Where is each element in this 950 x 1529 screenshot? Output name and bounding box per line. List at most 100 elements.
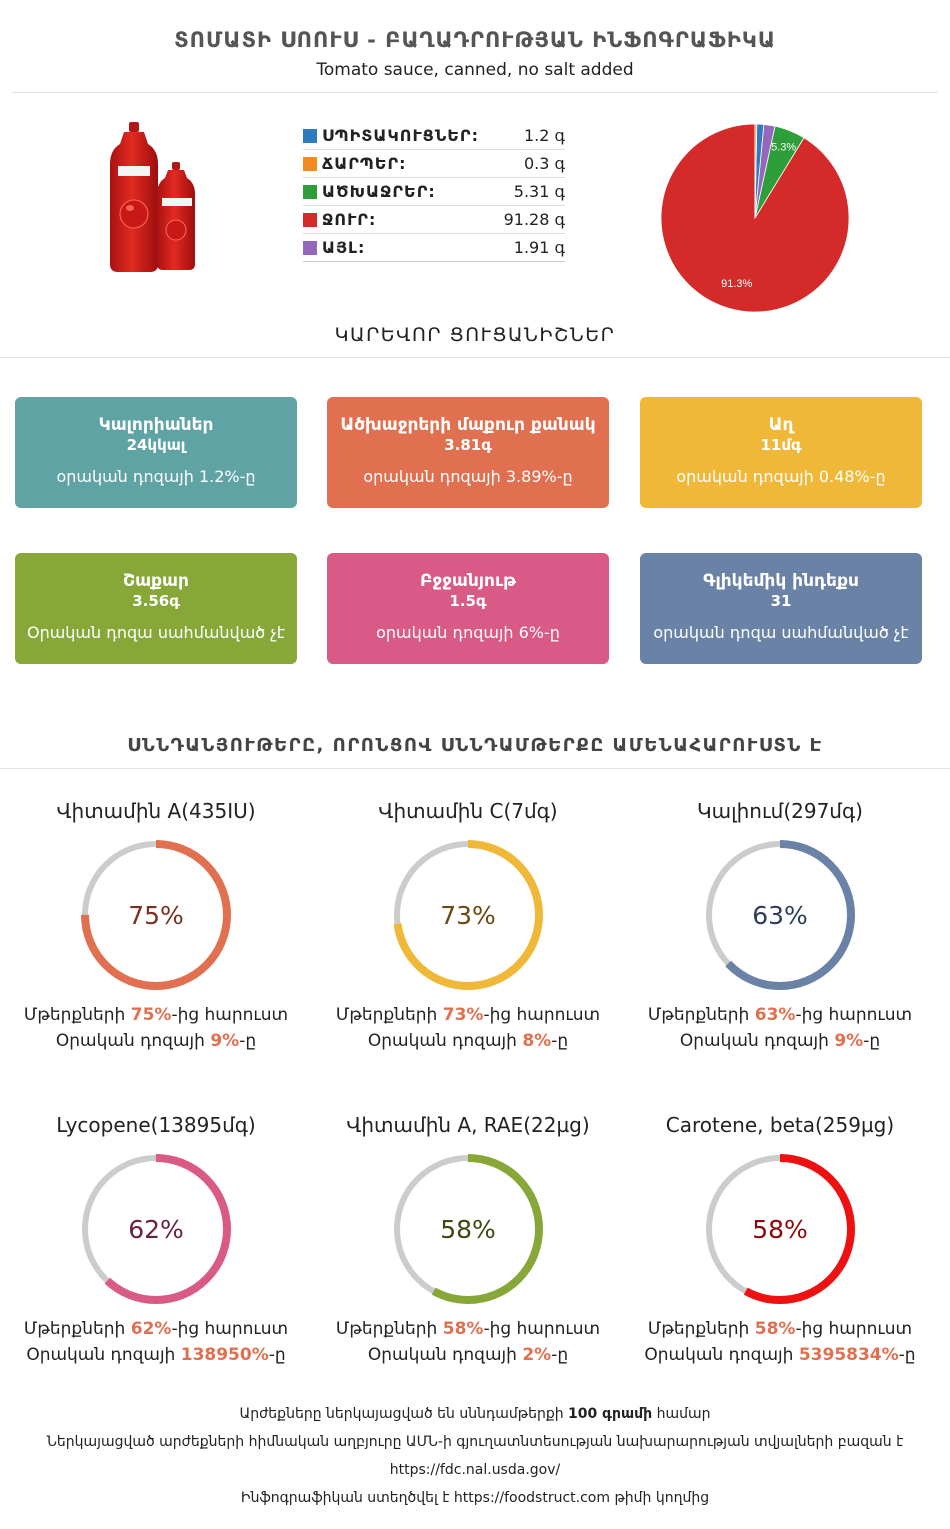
card-value: 11մգ bbox=[760, 436, 802, 454]
pie-slice bbox=[754, 123, 758, 219]
pie-slice-label: 91.3% bbox=[721, 278, 752, 290]
nutrient-item: Վիտամին A(435IU) 75% Մթերքների 75%-ից հարո… bbox=[0, 799, 312, 1051]
nutrients-title: ՍՆՆԴԱՆՅՈՒԹԵՐԸ, ՈՐՈՆՑՈՎ ՍՆՆԴԱՄԹԵՐՔԸ ԱՄԵՆԱ… bbox=[127, 735, 823, 756]
legend-swatch bbox=[303, 212, 317, 227]
richness-line: Մթերքների 62%-ից հարուստ bbox=[23, 1319, 289, 1339]
nutrient-name: Carotene, beta(259µg) bbox=[665, 1113, 895, 1137]
card-daily-percent: օրական դոզայի 3.89%-ը bbox=[363, 467, 573, 486]
nutrient-item: Lycopene(13895մգ) 62% Մթերքների 62%-ից հար… bbox=[0, 1113, 312, 1365]
card-value: 3.81գ bbox=[444, 436, 492, 454]
macro-value: 5.31 գ bbox=[513, 182, 565, 201]
ring-percent-label: 58% bbox=[752, 1215, 808, 1244]
macro-value: 91.28 գ bbox=[503, 210, 565, 229]
ring-progress bbox=[81, 1154, 231, 1304]
key-facts-title: ԿԱՐԵՎՈՐ ՑՈՒՑԱՆԻՇՆԵՐ bbox=[334, 324, 616, 346]
nutrient-item: Կալիում(297մգ) 63% Մթերքների 63%-ից հարուս… bbox=[624, 799, 936, 1051]
divider bbox=[0, 357, 950, 358]
card-title: Շաքար bbox=[123, 571, 189, 591]
key-fact-card: Ածխաջրերի մաքուր քանակ 3.81գ օրական դոզայի… bbox=[327, 397, 609, 508]
macro-row: ՍՊԻՏԱԿՈՒՑՆԵՐ: 1.2 գ bbox=[303, 122, 565, 150]
card-daily-percent: օրական դոզա սահմանված չէ bbox=[653, 623, 909, 642]
macro-row: ՃԱՐՊԵՐ: 0.3 գ bbox=[303, 150, 565, 178]
card-daily-percent: օրական դոզայի 1.2%-ը bbox=[56, 467, 256, 486]
divider bbox=[0, 768, 950, 769]
nutrient-ring: 58% bbox=[393, 1154, 543, 1304]
daily-value-line: Օրական դոզայի 138950%-ը bbox=[26, 1345, 286, 1365]
daily-value-line: Օրական դոզայի 9%-ը bbox=[55, 1031, 257, 1051]
nutrient-ring: 73% bbox=[393, 840, 543, 990]
nutrient-ring: 75% bbox=[81, 840, 231, 990]
legend-swatch bbox=[303, 240, 317, 255]
legend-swatch bbox=[303, 184, 317, 199]
ring-percent-label: 62% bbox=[128, 1215, 184, 1244]
nutrient-ring: 58% bbox=[705, 1154, 855, 1304]
key-fact-card: Աղ 11մգ օրական դոզայի 0.48%-ը bbox=[640, 397, 922, 508]
legend-swatch bbox=[303, 156, 317, 171]
macro-label: ՍՊԻՏԱԿՈՒՑՆԵՐ: bbox=[322, 126, 479, 145]
ring-progress bbox=[81, 840, 231, 990]
card-daily-percent: օրական դոզայի 6%-ը bbox=[376, 623, 560, 642]
divider bbox=[12, 92, 938, 93]
daily-value-line: Օրական դոզայի 5395834%-ը bbox=[644, 1345, 916, 1365]
card-daily-percent: օրական դոզայի 0.48%-ը bbox=[676, 467, 886, 486]
nutrient-item: Վիտամին A, RAE(22µg) 58% Մթերքների 58%-ից … bbox=[312, 1113, 624, 1365]
key-fact-card: Բջջանյութ 1.5գ օրական դոզայի 6%-ը bbox=[327, 553, 609, 664]
nutrient-name: Կալիում(297մգ) bbox=[697, 799, 863, 823]
nutrient-item: Վիտամին C(7մգ) 73% Մթերքների 73%-ից հարուս… bbox=[312, 799, 624, 1051]
richness-line: Մթերքների 75%-ից հարուստ bbox=[23, 1005, 289, 1025]
macro-table: ՍՊԻՏԱԿՈՒՑՆԵՐ: 1.2 գ ՃԱՐՊԵՐ: 0.3 գ ԱԾԽԱՋՐԵՐ: 5… bbox=[303, 122, 565, 262]
daily-value-line: Օրական դոզայի 8%-ը bbox=[367, 1031, 569, 1051]
nutrient-name: Վիտամին A, RAE(22µg) bbox=[346, 1113, 590, 1137]
ring-progress bbox=[393, 840, 543, 990]
ring-percent-label: 73% bbox=[440, 901, 496, 930]
macro-label: ԱԾԽԱՋՐԵՐ: bbox=[322, 182, 436, 201]
ring-percent-label: 58% bbox=[440, 1215, 496, 1244]
card-title: Ածխաջրերի մաքուր քանակ bbox=[340, 415, 596, 435]
card-value: 24կկալ bbox=[126, 436, 186, 454]
macro-value: 1.2 գ bbox=[523, 126, 565, 145]
footer-line-2: Ներկայացված արժեքների հիմնական աղբյուրը … bbox=[46, 1434, 904, 1450]
card-value: 3.56գ bbox=[132, 592, 180, 610]
card-daily-percent: Օրական դոզա սահմանված չէ bbox=[26, 623, 286, 642]
card-title: Աղ bbox=[768, 415, 794, 435]
richness-line: Մթերքների 73%-ից հարուստ bbox=[335, 1005, 601, 1025]
footer-line-4: Ինֆոգրաֆիկան ստեղծվել է https://foodstru… bbox=[240, 1490, 710, 1506]
nutrient-ring: 63% bbox=[705, 840, 855, 990]
ring-percent-label: 75% bbox=[128, 901, 184, 930]
footer-text: համար bbox=[652, 1406, 711, 1422]
nutrient-item: Carotene, beta(259µg) 58% Մթերքների 58%-ից… bbox=[624, 1113, 936, 1365]
source-link[interactable]: https://fdc.nal.usda.gov/ bbox=[389, 1462, 561, 1478]
footer-text: Արժեքները ներկայացված են սննդամթերքի bbox=[239, 1406, 569, 1422]
macro-label: ՃԱՐՊԵՐ: bbox=[322, 154, 407, 173]
daily-value-line: Օրական դոզայի 2%-ը bbox=[367, 1345, 569, 1365]
macro-row: ՋՈՒՐ: 91.28 գ bbox=[303, 206, 565, 234]
richness-line: Մթերքների 58%-ից հարուստ bbox=[647, 1319, 913, 1339]
card-title: Գլիկեմիկ ինդեքս bbox=[703, 571, 859, 591]
footer-line-1: Արժեքները ներկայացված են սննդամթերքի 100… bbox=[0, 1406, 950, 1422]
macro-label: ՋՈՒՐ: bbox=[322, 210, 377, 229]
daily-value-line: Օրական դոզայի 9%-ը bbox=[679, 1031, 881, 1051]
page-subtitle: Tomato sauce, canned, no salt added bbox=[316, 60, 634, 80]
nutrient-ring: 62% bbox=[81, 1154, 231, 1304]
key-fact-card: Կալորիաներ 24կկալ օրական դոզայի 1.2%-ը bbox=[15, 397, 297, 508]
card-value: 31 bbox=[770, 592, 792, 610]
ring-progress bbox=[393, 1154, 543, 1304]
macro-pie-chart: 91.3% 5.3% bbox=[660, 123, 850, 313]
card-title: Կալորիաներ bbox=[98, 415, 214, 435]
pie-slice-label: 5.3% bbox=[771, 141, 796, 153]
macro-value: 1.91 գ bbox=[513, 238, 565, 257]
footer-bold: 100 գրամի bbox=[568, 1406, 653, 1422]
key-fact-card: Շաքար 3.56գ Օրական դոզա սահմանված չէ bbox=[15, 553, 297, 664]
nutrient-name: Վիտամին A(435IU) bbox=[56, 799, 256, 823]
macro-label: ԱՅԼ: bbox=[322, 238, 366, 257]
card-title: Բջջանյութ bbox=[420, 571, 516, 591]
page-title: ՏՈՄԱՏԻ ՍՈՈՒՍ - ԲԱՂԱԴՐՈՒԹՅԱՆ ԻՆՖՈԳՐԱՖԻԿԱ bbox=[174, 28, 776, 52]
ring-progress bbox=[705, 840, 855, 990]
key-fact-card: Գլիկեմիկ ինդեքս 31 օրական դոզա սահմանված չ… bbox=[640, 553, 922, 664]
product-image bbox=[110, 122, 195, 272]
ring-progress bbox=[705, 1154, 855, 1304]
macro-value: 0.3 գ bbox=[523, 154, 565, 173]
legend-swatch bbox=[303, 128, 317, 143]
macro-row: ԱՅԼ: 1.91 գ bbox=[303, 234, 565, 262]
richness-line: Մթերքների 58%-ից հարուստ bbox=[335, 1319, 601, 1339]
